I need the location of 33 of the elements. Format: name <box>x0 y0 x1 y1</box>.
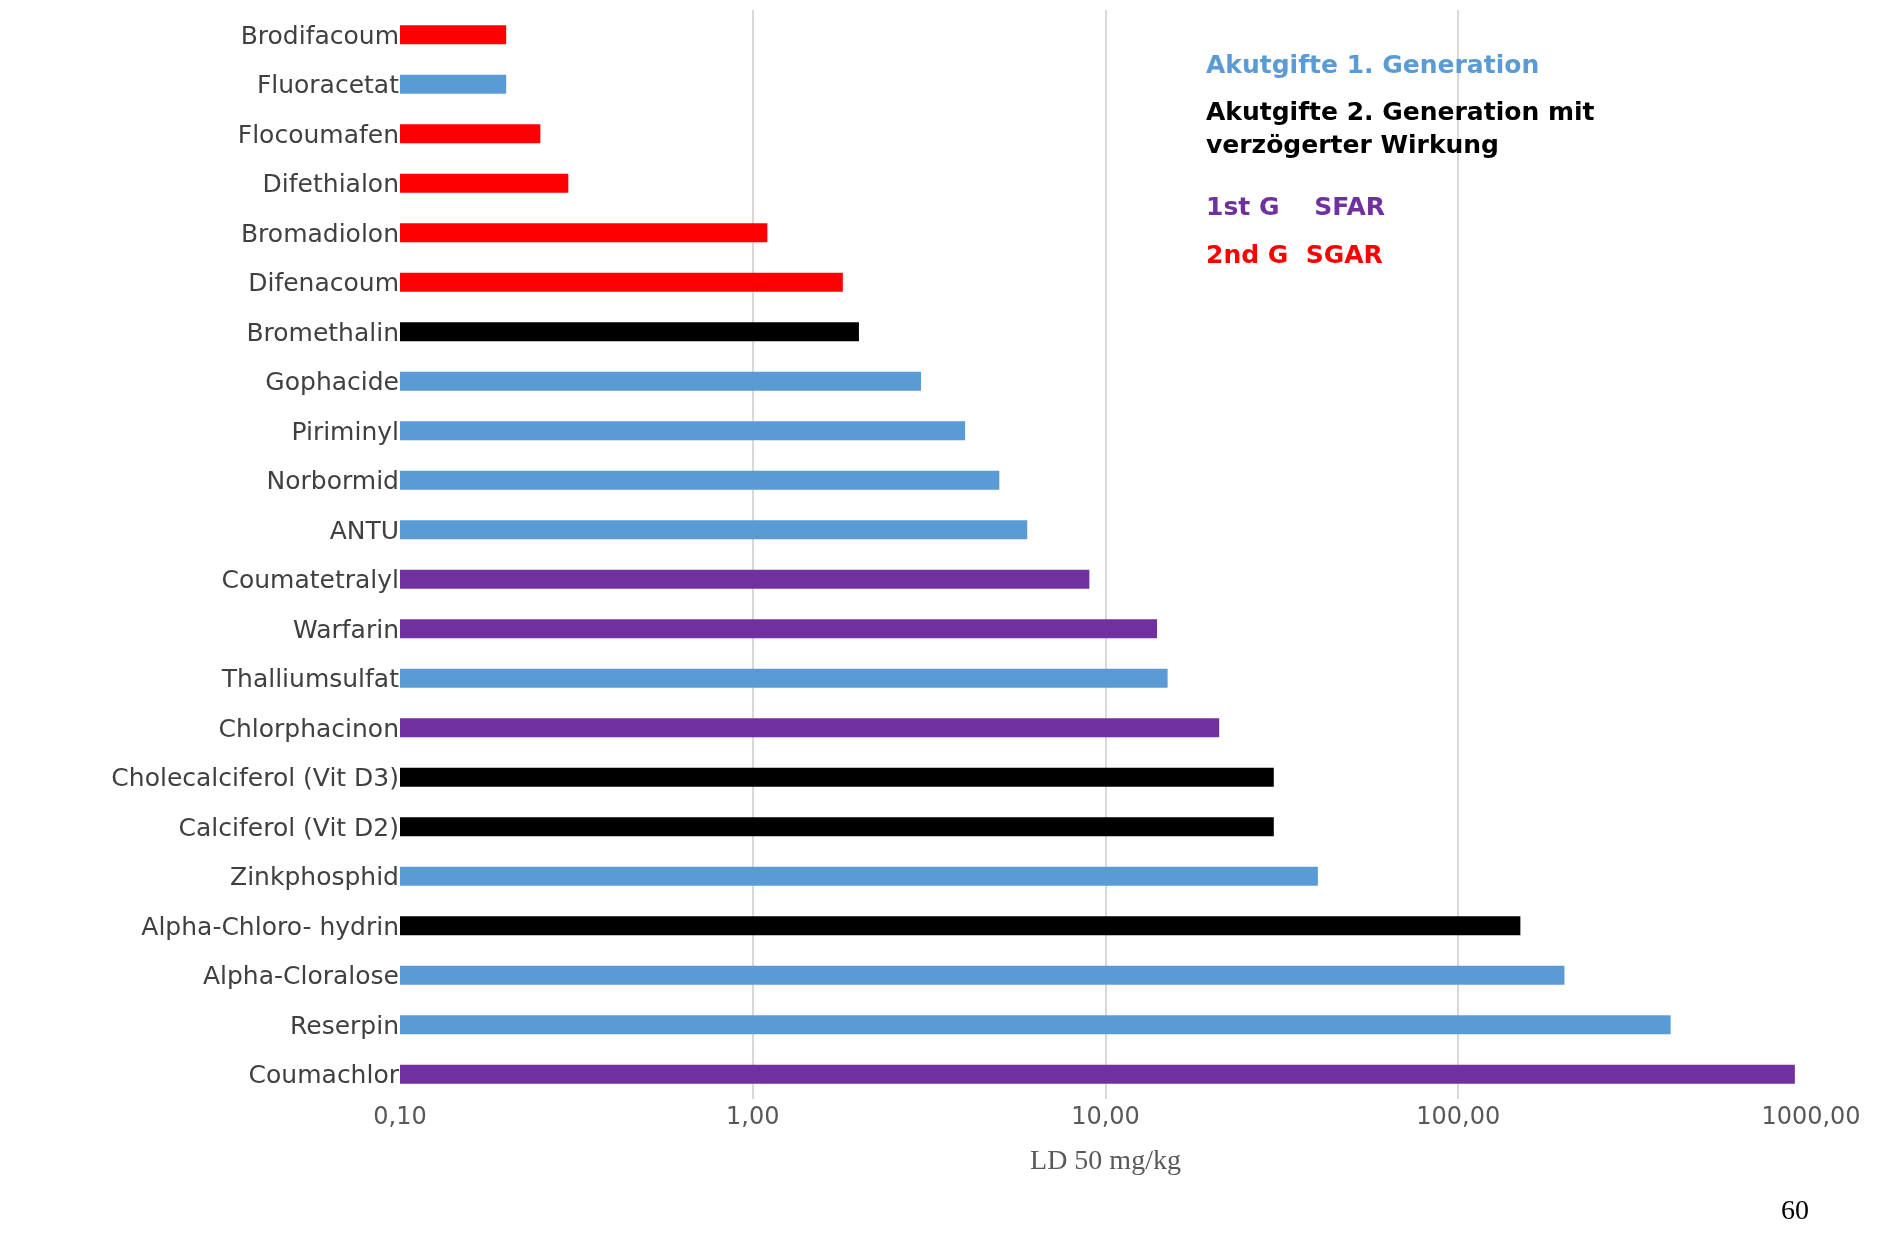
y-tick-label: Coumatetralyl <box>221 565 399 594</box>
text: 1st G SFAR <box>1206 192 1386 221</box>
y-tick-label: Alpha-Chloro- hydrin <box>141 911 399 941</box>
x-tick-label: 0,10 <box>373 1102 427 1130</box>
text: Akutgifte 2. Generation mit verzögerter Wirkung <box>1206 97 1595 159</box>
x-tick-label: 100,00 <box>1416 1102 1501 1130</box>
x-tick-label: 10,00 <box>1071 1102 1140 1130</box>
y-tick-label: Piriminyl <box>291 416 399 446</box>
y-tick-label: Zinkphosphid <box>230 862 399 891</box>
y-tick-label: ANTU <box>329 515 399 545</box>
y-tick-label: Warfarin <box>293 614 399 644</box>
y-tick-label: Norbormid <box>266 466 399 495</box>
y-tick-label: Bromethalin <box>246 317 399 347</box>
y-tick-label: Alpha-Cloralose <box>202 961 399 990</box>
y-tick-label: Difethialon <box>262 169 399 198</box>
y-tick-label: Difenacoum <box>248 268 399 297</box>
text: 2nd G SGAR <box>1206 240 1383 269</box>
y-tick-label: Thalliumsulfat <box>220 664 400 693</box>
y-tick-label: Chlorphacinon <box>218 713 399 743</box>
text: Akutgifte 1. Generation <box>1206 50 1540 79</box>
x-tick-label: 1,00 <box>726 1102 780 1130</box>
y-tick-label: Brodifacoum <box>240 20 399 50</box>
y-tick-label: Gophacide <box>265 367 399 396</box>
y-tick-label: Coumachlor <box>248 1060 400 1089</box>
y-tick-label: Cholecalciferol (Vit D3) <box>111 763 399 792</box>
y-tick-label: Calciferol (Vit D2) <box>178 812 399 842</box>
y-tick-label: Bromadiolon <box>240 218 399 248</box>
x-tick-label: 1000,00 <box>1761 1102 1861 1130</box>
x-axis-title: LD 50 mg/kg <box>1030 1144 1181 1176</box>
text: 60 <box>1781 1194 1809 1225</box>
y-tick-label: Fluoracetat <box>256 70 400 99</box>
y-tick-label: Flocoumafen <box>237 119 399 149</box>
y-tick-label: Reserpin <box>290 1010 399 1040</box>
